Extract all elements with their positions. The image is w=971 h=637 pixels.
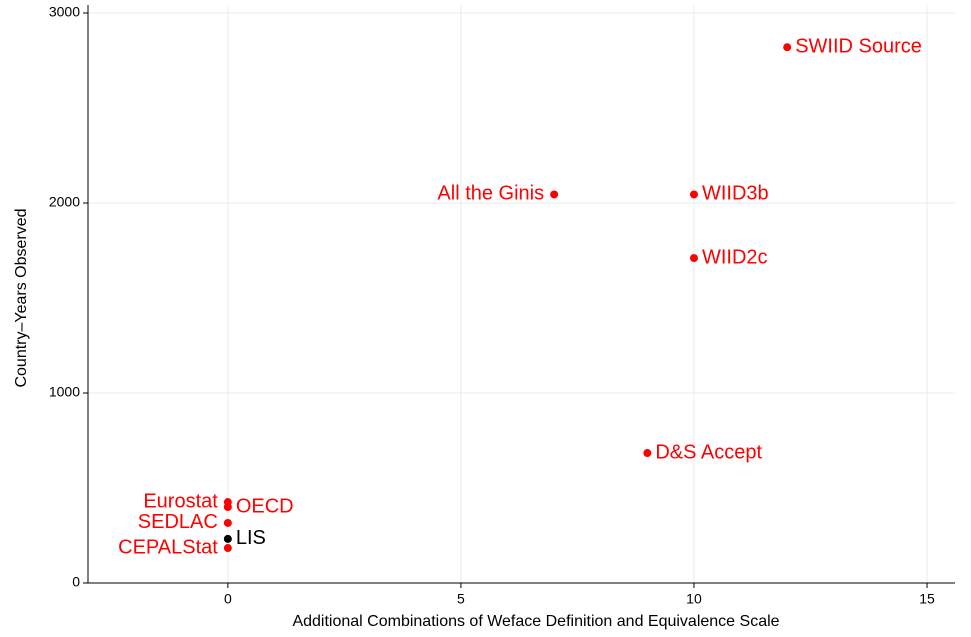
point-label: LIS [236, 527, 266, 549]
point-label: SEDLAC [138, 511, 218, 533]
point [689, 190, 698, 199]
x-tick-label: 15 [919, 591, 935, 607]
point [643, 449, 652, 458]
y-axis-title: Country–Years Observed [13, 208, 30, 387]
point [223, 534, 232, 543]
point [689, 254, 698, 263]
point [223, 518, 232, 527]
point [223, 503, 232, 511]
point-label: CEPALStat [118, 536, 218, 558]
x-tick-label: 10 [686, 591, 702, 607]
x-tick-label: 5 [457, 591, 465, 607]
y-tick-label: 3000 [49, 4, 80, 20]
y-tick-label: 1000 [49, 384, 80, 400]
point [223, 544, 232, 553]
y-tick-label: 2000 [49, 194, 80, 210]
point-label: WIID3b [702, 183, 769, 205]
x-axis-title: Additional Combinations of Weface Defini… [292, 613, 779, 630]
point-label: SWIID Source [795, 35, 922, 57]
point [550, 190, 559, 199]
y-tick-label: 0 [72, 574, 80, 590]
point-label: OECD [236, 495, 294, 517]
x-tick-label: 0 [224, 591, 232, 607]
point [783, 43, 792, 52]
point-label: All the Ginis [437, 183, 544, 205]
point-label: D&S Accept [655, 441, 762, 463]
point-label: WIID2c [702, 246, 768, 268]
point-label: Eurostat [143, 490, 218, 512]
